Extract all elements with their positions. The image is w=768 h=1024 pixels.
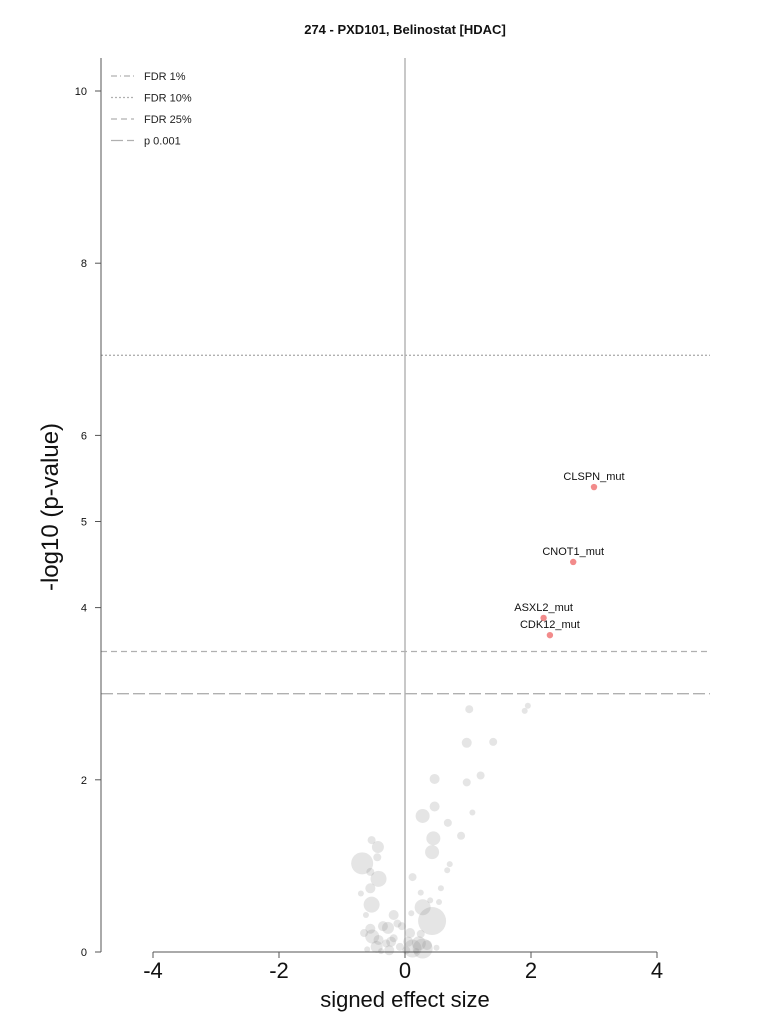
x-tick-label: -2 <box>269 958 289 983</box>
point-label: CDK12_mut <box>520 619 580 631</box>
data-point <box>378 948 385 955</box>
points-layer <box>351 702 531 959</box>
data-point <box>461 737 472 748</box>
x-tick-label: 2 <box>525 958 537 983</box>
data-point <box>402 946 411 955</box>
data-point <box>397 922 406 931</box>
y-tick-label: 5 <box>81 517 87 529</box>
data-point <box>363 896 380 913</box>
data-point <box>371 840 384 853</box>
data-point <box>388 909 399 920</box>
data-point <box>403 936 414 947</box>
chart-title: 274 - PXD101, Belinostat [HDAC] <box>304 22 506 37</box>
data-point <box>408 910 415 917</box>
x-tick-label: 4 <box>651 958 663 983</box>
x-tick-label: -4 <box>143 958 163 983</box>
x-axis-label: signed effect size <box>320 987 490 1012</box>
y-tick-label: 2 <box>81 775 87 787</box>
highlighted-points-layer: CLSPN_mut CNOT1_mut ASXL2_mut CDK12_mut <box>514 471 625 639</box>
y-tick-label: 8 <box>81 258 87 270</box>
data-point <box>412 938 433 959</box>
data-point <box>415 808 430 823</box>
legend: FDR 1% FDR 10% FDR 25% p 0.001 <box>111 71 192 148</box>
legend-label: FDR 1% <box>144 71 186 83</box>
data-point <box>411 936 426 951</box>
data-point <box>429 773 440 784</box>
data-point <box>425 845 440 860</box>
data-point <box>351 852 374 875</box>
data-point <box>386 936 397 947</box>
data-point <box>414 899 431 916</box>
data-point <box>367 836 376 845</box>
data-point <box>465 705 474 714</box>
point-label: CNOT1_mut <box>542 546 604 558</box>
data-point <box>457 831 466 840</box>
data-point <box>377 921 388 932</box>
data-point <box>469 809 476 816</box>
data-point <box>395 942 404 951</box>
y-tick-label: 4 <box>81 603 87 615</box>
x-tick-label: 0 <box>399 958 411 983</box>
highlighted-point <box>590 483 598 491</box>
data-point <box>362 911 369 918</box>
data-point <box>373 853 382 862</box>
data-point <box>462 778 471 787</box>
data-point <box>408 873 417 882</box>
highlighted-point <box>540 614 547 622</box>
y-tick-label: 10 <box>75 86 87 98</box>
data-point <box>373 934 384 945</box>
highlighted-point <box>570 558 577 566</box>
data-point <box>365 883 376 894</box>
data-point <box>365 929 380 944</box>
legend-label: p 0.001 <box>144 136 181 148</box>
data-point <box>416 929 425 938</box>
data-point <box>433 944 440 951</box>
data-point <box>384 945 395 956</box>
data-point <box>429 801 440 812</box>
data-point <box>437 885 444 892</box>
data-point <box>521 707 528 714</box>
data-point <box>436 899 443 906</box>
data-point <box>382 939 391 948</box>
data-point <box>360 929 369 938</box>
data-point <box>393 919 402 928</box>
data-point <box>403 939 422 958</box>
data-point <box>418 907 447 936</box>
data-point <box>381 921 394 934</box>
data-point <box>365 923 376 934</box>
data-point <box>357 890 364 897</box>
data-point <box>524 702 531 709</box>
data-point <box>389 934 398 943</box>
data-point <box>443 818 452 827</box>
data-point <box>476 771 485 780</box>
data-point <box>417 889 424 896</box>
data-point <box>427 897 434 904</box>
point-label: CLSPN_mut <box>563 471 624 483</box>
legend-label: FDR 10% <box>144 93 192 105</box>
data-point <box>444 867 451 874</box>
axes-layer: 0 2 4 5 6 8 10 -4 -2 0 2 4 <box>75 58 663 983</box>
y-tick-label: 6 <box>81 430 87 442</box>
data-point <box>364 946 371 953</box>
y-axis-label: -log10 (p-value) <box>37 423 64 591</box>
data-point <box>489 737 498 746</box>
y-tick-label: 0 <box>81 947 87 959</box>
data-point <box>366 867 375 876</box>
data-point <box>370 940 383 953</box>
legend-label: FDR 25% <box>144 114 192 126</box>
data-point <box>370 870 387 887</box>
data-point <box>422 940 433 951</box>
data-point <box>446 861 453 868</box>
point-label: ASXL2_mut <box>514 602 573 614</box>
data-point <box>426 831 441 846</box>
data-point <box>413 948 420 955</box>
data-point <box>405 928 416 939</box>
threshold-lines-layer <box>101 354 710 695</box>
highlighted-point <box>546 631 554 639</box>
